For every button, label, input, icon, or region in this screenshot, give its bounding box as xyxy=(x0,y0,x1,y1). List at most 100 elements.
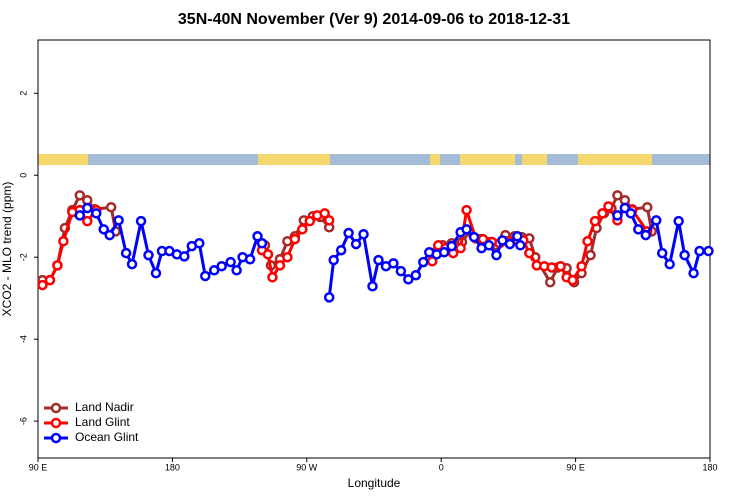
data-point xyxy=(373,254,384,266)
data-point xyxy=(461,204,472,216)
data-point xyxy=(544,276,556,288)
data-point xyxy=(74,210,86,221)
data-point xyxy=(216,260,227,272)
x-tick-label: 90 W xyxy=(296,462,318,472)
x-tick-label: 0 xyxy=(439,462,444,472)
data-point xyxy=(650,215,662,226)
data-point xyxy=(44,274,56,286)
data-point xyxy=(328,254,339,266)
data-point xyxy=(179,251,190,262)
data-point xyxy=(468,231,480,243)
data-point xyxy=(113,215,124,226)
data-point xyxy=(642,201,653,213)
data-point xyxy=(98,224,109,235)
data-point xyxy=(679,249,690,261)
y-tick-label: -2 xyxy=(18,253,28,261)
data-point xyxy=(150,267,162,279)
data-point xyxy=(612,190,623,201)
data-point xyxy=(231,265,242,276)
data-point xyxy=(37,279,48,291)
data-point xyxy=(673,215,684,227)
data-point xyxy=(585,249,596,261)
data-point xyxy=(82,202,93,214)
data-point xyxy=(625,208,637,219)
data-point xyxy=(225,256,236,268)
data-point xyxy=(58,235,69,247)
data-point xyxy=(603,201,614,212)
data-point xyxy=(491,249,502,261)
legend-marker xyxy=(50,402,62,414)
legend-label: Ocean Glint xyxy=(75,430,139,444)
data-point xyxy=(418,256,429,268)
x-axis-label: Longitude xyxy=(348,476,401,490)
data-point xyxy=(688,267,699,279)
data-point xyxy=(358,228,369,240)
data-point xyxy=(282,251,293,263)
data-point xyxy=(252,231,263,242)
data-point xyxy=(244,253,256,265)
data-point xyxy=(589,215,601,227)
data-point xyxy=(74,190,86,201)
data-point xyxy=(82,215,93,227)
data-point xyxy=(335,244,347,256)
data-point xyxy=(267,272,278,283)
y-tick-label: 2 xyxy=(18,91,28,96)
plot-frame xyxy=(37,39,711,459)
data-point xyxy=(143,249,154,261)
data-point xyxy=(576,260,587,272)
data-point xyxy=(135,215,147,227)
data-point xyxy=(388,258,399,269)
x-tick-label: 90 E xyxy=(566,462,585,472)
data-point xyxy=(289,233,301,245)
y-tick-label: -6 xyxy=(18,417,28,425)
data-point xyxy=(323,215,335,226)
chart-title: 35N-40N November (Ver 9) 2014-09-06 to 2… xyxy=(178,11,570,28)
series-line xyxy=(41,204,649,287)
data-point xyxy=(515,240,526,251)
data-point xyxy=(403,274,414,285)
data-point xyxy=(105,201,117,213)
data-point xyxy=(367,281,378,292)
data-point xyxy=(656,247,668,259)
data-point xyxy=(120,247,132,259)
data-point xyxy=(343,227,354,239)
data-point xyxy=(567,274,578,286)
data-point xyxy=(633,224,644,235)
x-tick-label: 90 E xyxy=(29,462,48,472)
data-point xyxy=(582,235,593,247)
x-tick-label: 180 xyxy=(702,462,717,472)
data-point xyxy=(256,238,268,249)
data-point xyxy=(395,265,407,277)
data-point xyxy=(438,247,450,258)
data-point xyxy=(126,258,138,270)
data-point xyxy=(461,224,472,235)
data-point xyxy=(483,240,495,251)
legend-marker xyxy=(50,417,62,429)
data-point xyxy=(694,245,705,257)
data-point xyxy=(350,238,362,250)
data-point xyxy=(304,215,316,227)
data-point xyxy=(524,247,535,259)
data-point xyxy=(297,224,308,235)
legend-marker xyxy=(50,432,62,444)
data-point xyxy=(194,238,205,249)
data-point xyxy=(446,240,457,252)
data-point xyxy=(546,262,557,273)
y-tick-label: 0 xyxy=(18,173,28,178)
data-point xyxy=(640,229,652,241)
data-point xyxy=(323,292,335,303)
data-point xyxy=(200,270,211,282)
y-tick-label: -4 xyxy=(18,335,28,343)
data-point xyxy=(208,265,220,276)
data-point xyxy=(319,208,330,219)
legend-label: Land Glint xyxy=(75,415,130,429)
data-point xyxy=(410,269,422,281)
y-axis-label: XCO2 - MLO trend (ppm) xyxy=(0,182,14,317)
data-point xyxy=(52,260,63,271)
data-point xyxy=(703,245,714,257)
data-point xyxy=(512,231,523,242)
data-point xyxy=(90,208,102,219)
data-point xyxy=(274,260,286,271)
data-point xyxy=(612,210,623,221)
